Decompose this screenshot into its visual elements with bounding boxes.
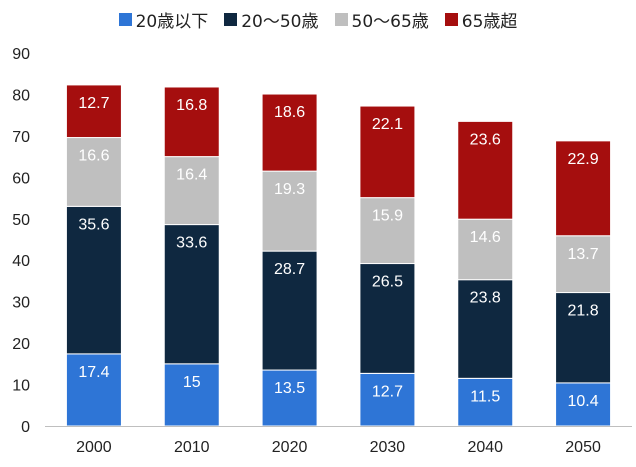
legend-swatch	[224, 12, 238, 26]
legend-item: 65歳超	[444, 7, 518, 32]
data-label: 11.5	[470, 388, 500, 405]
legend-label: 20～50歳	[241, 11, 319, 32]
bar-segment	[555, 235, 612, 294]
bar-segment	[261, 93, 318, 172]
data-label: 13.5	[274, 380, 305, 397]
y-tick-label: 30	[12, 295, 30, 312]
legend-swatch	[334, 12, 348, 26]
bar-segment	[457, 218, 514, 281]
data-label: 28.7	[274, 261, 305, 278]
bar-segment	[65, 84, 122, 139]
bar-segment	[457, 279, 514, 379]
x-tick-label: 2020	[272, 439, 308, 456]
data-label: 12.7	[372, 383, 403, 400]
bar-segment	[555, 140, 612, 237]
x-tick-label: 2030	[370, 439, 406, 456]
bar-segment	[359, 105, 416, 199]
bar-segment	[359, 263, 416, 374]
bar-segment	[261, 369, 318, 427]
bar-segment	[457, 377, 514, 427]
bar-segment	[163, 363, 220, 427]
legend-item: 50～65歳	[334, 7, 429, 32]
data-label: 16.8	[176, 97, 207, 114]
bar-segment	[457, 120, 514, 220]
legend-item: 20～50歳	[224, 7, 319, 32]
data-label: 13.7	[568, 246, 599, 263]
data-label: 15	[183, 374, 201, 391]
data-label: 23.6	[470, 131, 501, 148]
y-tick-label: 80	[12, 87, 30, 104]
y-tick-label: 90	[12, 46, 30, 63]
bar-segment	[65, 137, 122, 207]
y-tick-label: 10	[12, 378, 30, 395]
data-label: 16.6	[78, 148, 109, 165]
chart-legend: 20歳以下 20～50歳 50～65歳 65歳超	[0, 6, 636, 32]
data-label: 19.3	[274, 181, 305, 198]
data-label: 17.4	[78, 364, 109, 381]
y-tick-label: 40	[12, 253, 30, 270]
data-label: 15.9	[372, 208, 403, 225]
bar-segment	[163, 86, 220, 158]
data-label: 35.6	[78, 216, 109, 233]
bar-segment	[261, 250, 318, 371]
data-label: 22.1	[372, 116, 403, 133]
legend-swatch	[444, 12, 458, 26]
data-label: 33.6	[176, 235, 207, 252]
legend-swatch	[118, 12, 132, 26]
y-tick-label: 20	[12, 336, 30, 353]
data-label: 26.5	[372, 274, 403, 291]
data-label: 23.8	[470, 290, 501, 307]
bar-segment	[163, 156, 220, 226]
y-tick-label: 70	[12, 129, 30, 146]
legend-label: 65歳超	[461, 11, 518, 32]
y-tick-label: 0	[21, 419, 30, 436]
data-label: 14.6	[470, 229, 501, 246]
bar-segment	[359, 197, 416, 265]
data-label: 18.6	[274, 104, 305, 121]
data-label: 22.9	[568, 151, 599, 168]
bar-segment	[555, 292, 612, 384]
legend-label: 50～65歳	[351, 11, 429, 32]
legend-label: 20歳以下	[135, 11, 209, 32]
x-tick-label: 2010	[174, 439, 210, 456]
bar-segment	[555, 382, 612, 427]
x-tick-label: 2000	[76, 439, 112, 456]
data-label: 10.4	[568, 393, 599, 410]
data-label: 16.4	[176, 167, 207, 184]
legend-item: 20歳以下	[118, 7, 209, 32]
y-tick-label: 50	[12, 212, 30, 229]
bar-segment	[65, 205, 122, 355]
y-tick-label: 60	[12, 170, 30, 187]
x-tick-label: 2050	[565, 439, 601, 456]
x-tick-label: 2040	[467, 439, 503, 456]
data-label: 12.7	[78, 95, 109, 112]
data-label: 21.8	[568, 303, 599, 320]
